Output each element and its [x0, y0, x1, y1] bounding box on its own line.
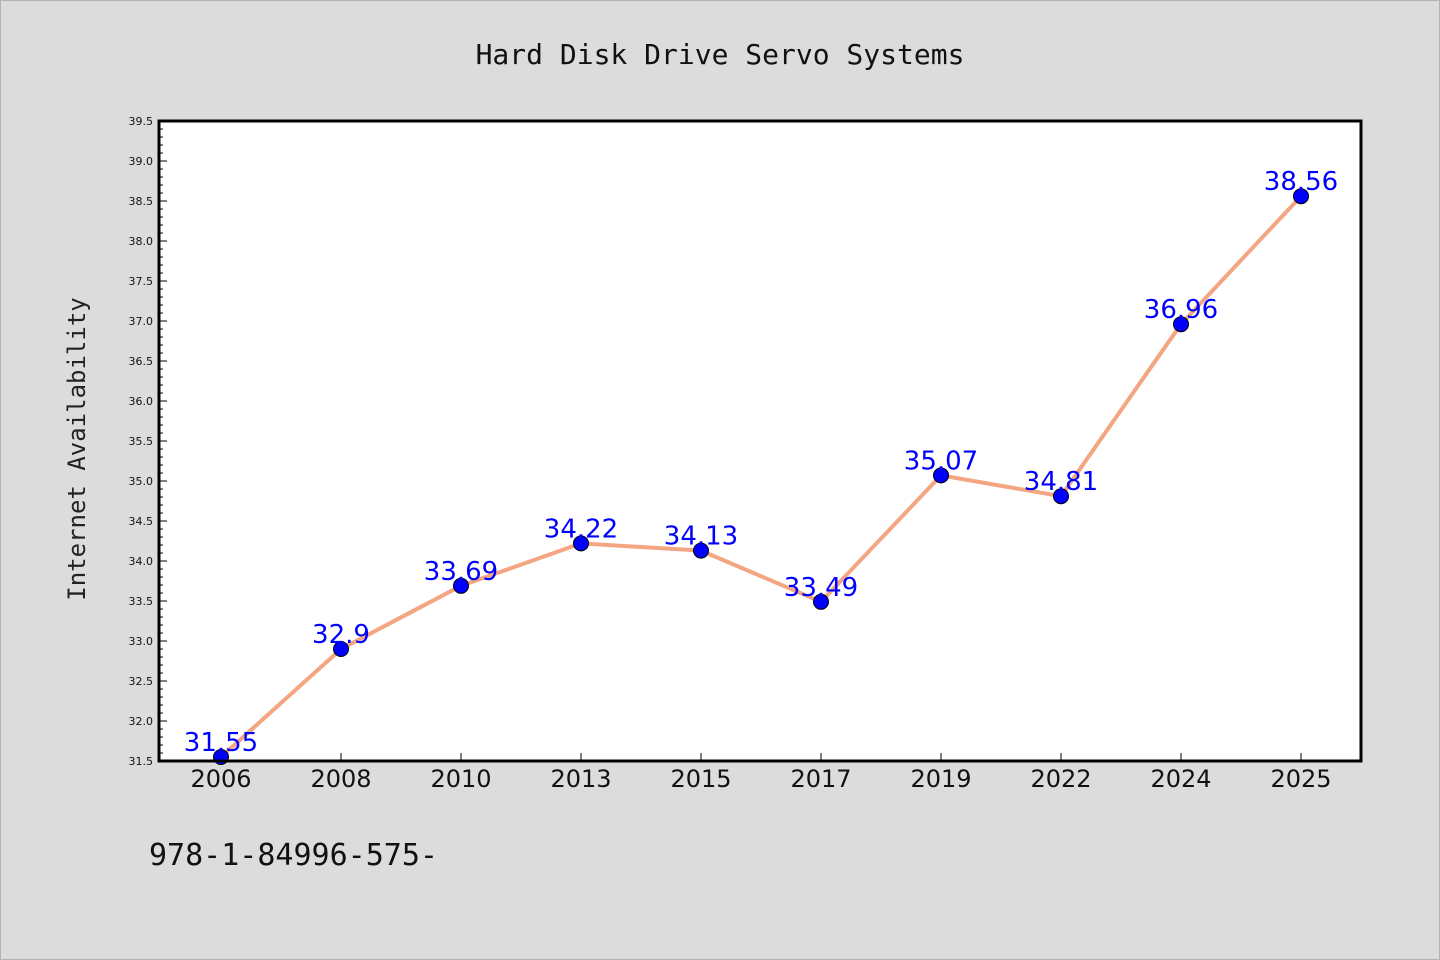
- y-tick-label: 36.5: [129, 355, 154, 368]
- x-axis: 2006 2008 2010 2013 2015 2017 2019 2022 2024 2025: [190, 753, 1332, 793]
- y-tick-label: 31.5: [129, 755, 154, 768]
- data-point: [693, 542, 709, 559]
- data-point: [933, 467, 949, 484]
- data-label: 35.07: [904, 446, 978, 476]
- plot-frame: [157, 119, 1363, 763]
- y-tick-label: 32.0: [129, 715, 154, 728]
- data-point: [573, 535, 589, 552]
- data-label: 34.22: [544, 514, 618, 544]
- y-tick-label: 37.5: [129, 275, 154, 288]
- x-tick-label: 2008: [310, 765, 371, 793]
- y-tick-label: 32.5: [129, 675, 154, 688]
- y-tick-label: 34.0: [129, 555, 154, 568]
- y-tick-label: 34.5: [129, 515, 154, 528]
- data-point: [333, 641, 349, 657]
- data-label: 31.55: [184, 728, 258, 758]
- x-tick-label: 2024: [1150, 765, 1211, 793]
- plot-area: [159, 121, 1361, 761]
- y-axis: 31.5 32.0 32.5 33.0 33.5 34.0 34.5 35.0 35.5 36.0…: [129, 115, 167, 768]
- x-tick-label: 2013: [550, 765, 611, 793]
- data-point: [1293, 188, 1309, 205]
- data-label: 32.9: [312, 620, 370, 650]
- x-tick-label: 2017: [790, 765, 851, 793]
- y-axis-label: Internet Availability: [63, 297, 91, 600]
- y-tick-label: 33.0: [129, 635, 154, 648]
- y-tick-label: 38.5: [129, 195, 154, 208]
- series-layer: 31.55 32.9 33.69 34.22 34.13 33.49 35.07 34.81 3…: [184, 167, 1338, 765]
- footer-isbn-text: 978-1-84996-575-: [149, 838, 438, 873]
- y-tick-label: 36.0: [129, 395, 154, 408]
- x-tick-label: 2019: [910, 765, 971, 793]
- chart-title: Hard Disk Drive Servo Systems: [476, 38, 965, 71]
- data-point: [1173, 316, 1189, 333]
- y-tick-label: 39.0: [129, 155, 154, 168]
- series-line: [219, 194, 1303, 759]
- x-tick-label: 2010: [430, 765, 491, 793]
- y-tick-label: 35.5: [129, 435, 154, 448]
- data-point: [813, 593, 829, 610]
- x-tick-label: 2025: [1270, 765, 1331, 793]
- data-label: 38.56: [1264, 167, 1338, 197]
- y-tick-label: 37.0: [129, 315, 154, 328]
- data-point: [1053, 488, 1069, 505]
- y-tick-label: 35.0: [129, 475, 154, 488]
- data-label: 33.69: [424, 557, 498, 587]
- y-tick-label: 39.5: [129, 115, 154, 128]
- data-label: 34.81: [1024, 467, 1098, 497]
- data-label: 36.96: [1144, 295, 1218, 325]
- data-point: [453, 577, 469, 594]
- data-label: 34.13: [664, 522, 738, 552]
- data-label: 33.49: [784, 573, 858, 603]
- y-tick-label: 33.5: [129, 595, 154, 608]
- x-tick-label: 2022: [1030, 765, 1091, 793]
- y-tick-label: 38.0: [129, 235, 154, 248]
- x-tick-label: 2015: [670, 765, 731, 793]
- x-tick-label: 2006: [190, 765, 251, 793]
